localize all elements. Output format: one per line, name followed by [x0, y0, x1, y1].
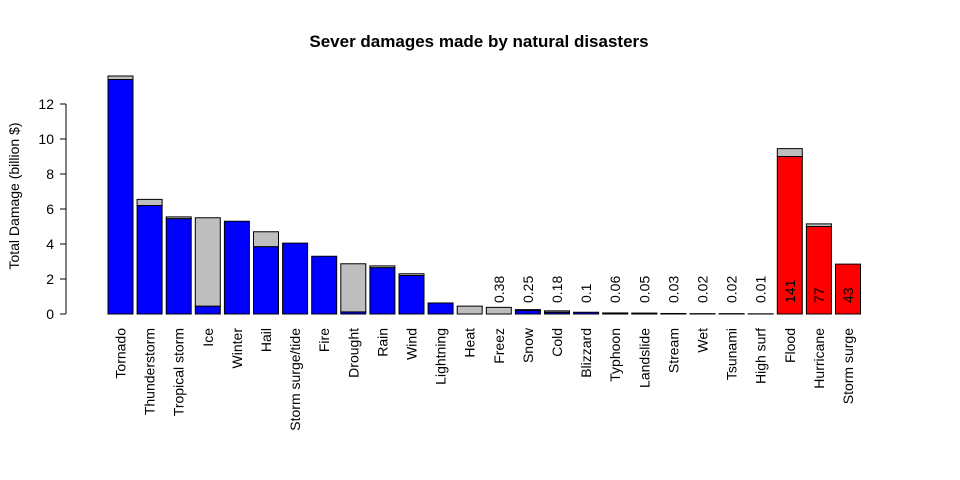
bar-segment-primary [660, 312, 687, 315]
bar-segment-primary [282, 242, 309, 315]
bar-segment-secondary [340, 263, 367, 313]
category-label: Drought [345, 328, 361, 378]
y-tick-label: 0 [46, 306, 54, 322]
bar-segment-primary [165, 218, 192, 315]
category-label: Hurricane [811, 328, 827, 389]
category-label: Storm surge/tide [287, 328, 303, 431]
bar-segment-primary [369, 267, 396, 315]
category-label: Ice [200, 328, 216, 347]
data-label: 141 [782, 279, 798, 303]
category-label: Winter [229, 328, 245, 369]
bar-segment-primary [136, 205, 163, 315]
category-label: Tornado [113, 328, 129, 379]
y-tick-label: 8 [46, 166, 54, 182]
data-label: 0.1 [578, 283, 594, 303]
data-label: 0.38 [491, 276, 507, 303]
bar-segment-secondary [398, 273, 425, 276]
category-label: Lightning [433, 328, 449, 385]
y-axis: 0 2 4 6 8 10 12 [38, 96, 67, 322]
bar-segment-primary [311, 255, 338, 315]
category-label: Tsunami [724, 328, 740, 380]
bar-segment-secondary [514, 309, 541, 311]
category-label: Thunderstorm [142, 328, 158, 415]
category-label: Heat [462, 328, 478, 358]
category-label: Hail [258, 328, 274, 352]
bar-segment-secondary [107, 75, 134, 80]
y-tick-label: 2 [46, 271, 54, 287]
bar-segment-secondary [776, 148, 803, 157]
bar-segment-secondary [165, 216, 192, 220]
data-label: 0.18 [549, 276, 565, 303]
category-label: Wet [695, 328, 711, 353]
bars-group [107, 75, 861, 315]
data-label: 0.02 [724, 276, 740, 303]
category-labels: Tornado Thunderstorm Tropical storm Ice Wint… [113, 327, 857, 431]
data-label: 0.02 [695, 276, 711, 303]
category-label: Landslide [636, 328, 652, 388]
y-tick-label: 4 [46, 236, 54, 252]
bar-segment-primary [107, 79, 134, 315]
bar-segment-primary [223, 220, 250, 315]
bar-segment-secondary [544, 310, 570, 313]
data-label: 77 [811, 287, 827, 303]
category-label: Fire [316, 328, 332, 352]
category-label: High surf [753, 328, 769, 384]
y-tick-label: 12 [38, 96, 54, 112]
data-label: 0.06 [607, 276, 623, 303]
bar-segment-primary [398, 275, 425, 315]
bar-segment-primary [253, 246, 279, 315]
category-label: Cold [549, 328, 565, 357]
data-label: 0.01 [753, 276, 769, 303]
bar-segment-primary [776, 156, 803, 315]
bar-segment-primary [514, 310, 541, 315]
bar-segment-secondary [253, 231, 279, 248]
category-label: Freez [491, 328, 507, 364]
category-label: Rain [374, 328, 390, 357]
bar-segment-secondary [456, 305, 483, 315]
data-label: 0.25 [520, 276, 536, 303]
data-label: 0.03 [665, 276, 681, 303]
data-label: 43 [840, 287, 856, 303]
y-tick-label: 6 [46, 201, 54, 217]
bar-segment-secondary [369, 265, 396, 269]
y-axis-label: Total Damage (billion $) [6, 122, 22, 269]
y-tick-label: 10 [38, 131, 54, 147]
category-label: Flood [782, 328, 798, 363]
category-label: Typhoon [607, 328, 623, 382]
bar-segment-primary [427, 302, 454, 315]
category-label: Wind [404, 328, 420, 360]
chart-title: Sever damages made by natural disasters [309, 32, 648, 51]
category-label: Tropical storm [171, 328, 187, 416]
data-label: 0.05 [636, 276, 652, 303]
bar-segment-primary [835, 263, 861, 315]
bar-segment-primary [573, 311, 600, 315]
bar-segment-primary [194, 305, 221, 315]
bar-segment-secondary [194, 217, 221, 307]
bar-segment-secondary [485, 306, 512, 315]
category-label: Storm surge [840, 328, 856, 404]
data-labels: 0.38 0.25 0.18 0.1 0.06 0.05 0.03 0.02 0.02 0.01 1… [491, 276, 856, 303]
bar-segment-secondary [805, 223, 832, 227]
category-label: Blizzard [578, 328, 594, 378]
bar-segment-secondary [136, 198, 163, 206]
category-label: Stream [665, 328, 681, 373]
category-label: Snow [520, 327, 536, 363]
